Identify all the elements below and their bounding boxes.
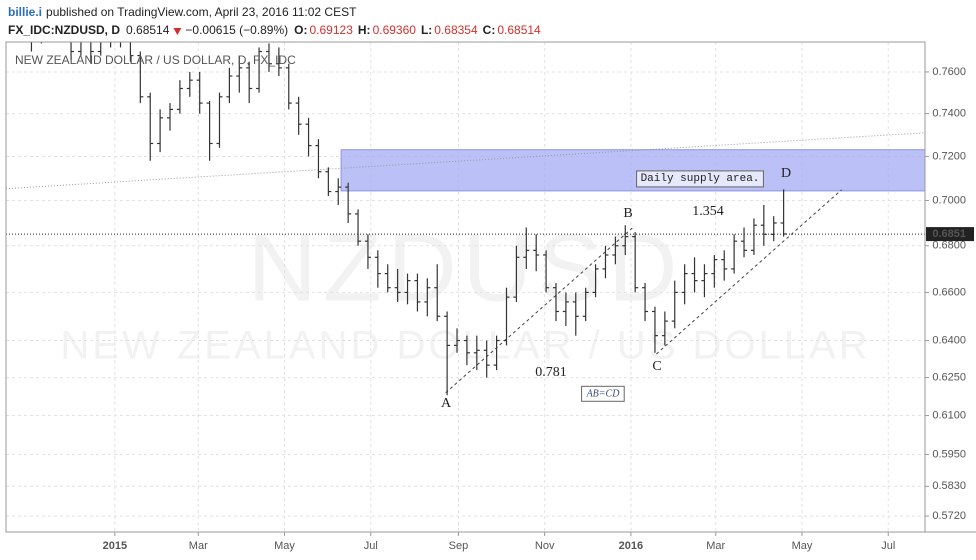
ohlc-label: H:: [358, 23, 371, 37]
ohlc-value: 0.69123: [310, 23, 354, 37]
last: 0.68514: [126, 23, 170, 37]
y-tick-label: 0.7400: [932, 108, 966, 120]
author[interactable]: billie.i: [8, 5, 42, 19]
x-tick-label: 2015: [103, 540, 127, 552]
chart-title: NEW ZEALAND DOLLAR / US DOLLAR, D, FX_ID…: [15, 53, 296, 67]
x-tick-label: Mar: [706, 540, 725, 552]
y-tick-label: 0.5720: [932, 510, 966, 522]
y-tick-label: 0.5830: [932, 480, 966, 492]
annotation: 1.354: [692, 204, 724, 219]
y-tick-label: 0.7000: [932, 194, 966, 206]
x-tick-label: Jul: [881, 540, 895, 552]
x-tick-label: May: [792, 540, 813, 552]
x-tick-label: Sep: [449, 540, 469, 552]
ohlc-value: 0.68514: [497, 23, 541, 37]
plot-clip: [6, 42, 925, 396]
header-line: billie.i published on TradingView.com, Ap…: [8, 5, 357, 19]
x-tick-label: Mar: [189, 540, 208, 552]
trend-line: [656, 189, 842, 355]
x-tick-label: 2016: [619, 540, 643, 552]
x-tick-label: Jul: [364, 540, 378, 552]
supply-zone: [340, 149, 925, 192]
y-tick-label: 0.5950: [932, 448, 966, 460]
ohlc-value: 0.69360: [373, 23, 417, 37]
down-arrow: [173, 28, 182, 35]
ohlc-label: O:: [294, 23, 307, 37]
symbol: FX_IDC:NZDUSD, D: [8, 23, 120, 37]
trend-line: [6, 132, 925, 190]
quote-line: FX_IDC:NZDUSD, D 0.68514 −0.00615 (−0.89%)…: [8, 23, 541, 37]
ohlc-label: C:: [483, 23, 496, 37]
ohlc-label: L:: [421, 23, 432, 37]
y-tick-label: 0.7600: [932, 66, 966, 78]
x-tick-label: Nov: [535, 540, 555, 552]
annotation: C: [652, 359, 661, 374]
y-tick-label: 0.6600: [932, 286, 966, 298]
watermark: NZDUSD: [248, 214, 684, 321]
annotation-box: [636, 170, 764, 188]
annotation: Daily supply area.: [641, 173, 760, 185]
y-tick-label: 0.6100: [932, 409, 966, 421]
last-price-label: 0.6851: [932, 228, 966, 240]
annotation: AB=CD: [586, 388, 621, 399]
y-tick-label: 0.6400: [932, 334, 966, 346]
y-tick-label: 0.6800: [932, 240, 966, 252]
annotation: B: [623, 206, 632, 221]
annotation: A: [441, 396, 452, 411]
x-tick-label: May: [274, 540, 295, 552]
annotation: 0.781: [535, 365, 567, 380]
change: −0.00615 (−0.89%): [185, 23, 288, 37]
ohlc-value: 0.68354: [434, 23, 478, 37]
annotation-box: [581, 385, 625, 402]
annotation: D: [781, 166, 791, 181]
last-price-box: [926, 227, 974, 242]
y-tick-label: 0.7200: [932, 150, 966, 162]
y-tick-label: 0.6250: [932, 371, 966, 383]
watermark: NEW ZEALAND DOLLAR / US DOLLAR: [60, 324, 870, 368]
published: published on TradingView.com, April 23, …: [46, 5, 357, 19]
